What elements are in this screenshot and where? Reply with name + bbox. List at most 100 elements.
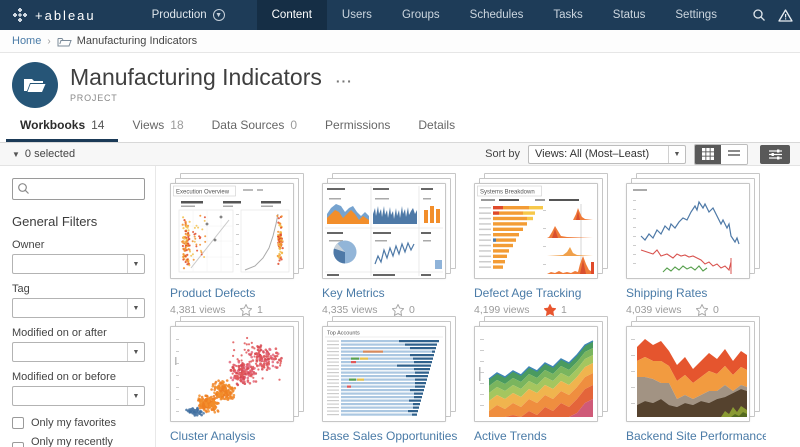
workbook-thumbnail[interactable] (474, 316, 608, 422)
filters-toggle-button[interactable] (760, 145, 790, 164)
search-icon (752, 8, 766, 22)
view-mode-toggle (694, 144, 748, 165)
list-view-button[interactable] (721, 145, 747, 164)
workbook-card-key-metrics: Key Metrics 4,335 views 0 (316, 171, 468, 314)
selected-count[interactable]: 0 selected (25, 148, 75, 160)
nav-right-cluster: Martin Rodriguez ▼ (778, 0, 800, 30)
project-type-label: PROJECT (70, 93, 353, 103)
nav-item-schedules[interactable]: Schedules (455, 0, 539, 30)
nav-search-button[interactable] (740, 0, 778, 30)
project-header: Manufacturing Indicators ··· PROJECT (0, 53, 800, 108)
owner-select[interactable]: ▼ (12, 254, 145, 274)
workbook-thumbnail[interactable] (170, 316, 304, 422)
site-switcher-label: Production (152, 9, 207, 21)
tableau-logo-text: +ableau (35, 8, 96, 23)
breadcrumb: Home › Manufacturing Indicators (0, 30, 800, 53)
search-icon (17, 182, 30, 200)
workbook-card-shipping-rates: Shipping Rates 4,039 views 0 (620, 171, 772, 314)
chevron-down-icon: ▼ (127, 343, 144, 361)
search-input[interactable] (12, 178, 145, 200)
chevron-down-icon: ▼ (127, 255, 144, 273)
sidebar-search (12, 178, 145, 200)
breadcrumb-home-link[interactable]: Home (12, 35, 41, 47)
filter-field-modified-after: Modified on or after ▼ (12, 327, 145, 362)
project-title-block: Manufacturing Indicators ··· PROJECT (70, 62, 353, 103)
workbook-card-backend-site-performance: Backend Site Performance 1,331 views 0 (620, 314, 772, 447)
workbook-card-active-trends: Active Trends 2,440 views 0 (468, 314, 620, 447)
grid-icon (702, 148, 714, 160)
tableau-logo[interactable]: +ableau (0, 0, 110, 30)
svg-text:Systems Breakdown: Systems Breakdown (480, 190, 535, 196)
content-tabs: Workbooks 14 Views 18 Data Sources 0 Permis… (0, 112, 800, 143)
workbook-thumbnail[interactable]: Execution Overview (170, 173, 304, 279)
chevron-down-icon: ▼ (668, 146, 685, 163)
workbook-title-link[interactable]: Active Trends (474, 429, 614, 443)
filter-field-modified-before: Modified on or before ▼ (12, 371, 145, 406)
nav-item-content[interactable]: Content (257, 0, 327, 30)
workbook-thumbnail[interactable]: Systems Breakdown (474, 173, 608, 279)
chevron-down-icon: ▼ (127, 299, 144, 317)
more-actions-button[interactable]: ··· (336, 67, 353, 89)
svg-text:Execution Overview: Execution Overview (176, 190, 230, 196)
tableau-logo-icon (12, 7, 28, 23)
alerts-button[interactable] (778, 9, 793, 22)
chevron-down-icon: ▼ (127, 387, 144, 405)
filter-field-tag: Tag ▼ (12, 283, 145, 318)
workbook-title-link[interactable]: Cluster Analysis (170, 429, 310, 443)
site-switcher-caret-icon: ▼ (213, 9, 225, 21)
workbook-thumbnail[interactable] (626, 173, 760, 279)
modified-after-select[interactable]: ▼ (12, 342, 145, 362)
breadcrumb-current: Manufacturing Indicators (57, 35, 197, 47)
nav-item-groups[interactable]: Groups (387, 0, 455, 30)
grid-view-button[interactable] (695, 145, 721, 164)
sort-select-value: Views: All (Most–Least) (529, 148, 668, 160)
modified-before-select[interactable]: ▼ (12, 386, 145, 406)
workbook-title-link[interactable]: Product Defects (170, 286, 310, 300)
nav-item-settings[interactable]: Settings (660, 0, 732, 30)
workbook-title-link[interactable]: Key Metrics (322, 286, 462, 300)
checkbox-only-my-favorites[interactable]: Only my favorites (12, 417, 145, 429)
tab-workbooks[interactable]: Workbooks 14 (6, 112, 118, 142)
workbook-thumbnail[interactable]: Top Accounts (322, 316, 456, 422)
checkbox-icon (12, 417, 24, 429)
breadcrumb-separator: › (47, 36, 50, 47)
tab-data-sources[interactable]: Data Sources 0 (198, 112, 311, 142)
site-switcher[interactable]: Production ▼ (134, 0, 243, 30)
workbook-title-link[interactable]: Shipping Rates (626, 286, 766, 300)
workbook-title-link[interactable]: Backend Site Performance (626, 429, 766, 443)
workbook-title-link[interactable]: Defect Age Tracking (474, 286, 614, 300)
nav-items: Content Users Groups Schedules Tasks Sta… (257, 0, 732, 30)
sliders-icon (769, 149, 782, 160)
nav-item-status[interactable]: Status (598, 0, 661, 30)
tag-select[interactable]: ▼ (12, 298, 145, 318)
workbook-card-product-defects: Execution Overview (164, 171, 316, 314)
workbook-title-link[interactable]: Base Sales Opportunities (322, 429, 462, 443)
nav-item-users[interactable]: Users (327, 0, 387, 30)
nav-item-tasks[interactable]: Tasks (538, 0, 597, 30)
workbook-grid: Execution Overview (156, 166, 800, 447)
filter-field-owner: Owner ▼ (12, 239, 145, 274)
project-avatar (12, 62, 58, 108)
folder-icon (57, 36, 72, 47)
checkbox-icon (12, 442, 24, 447)
folder-open-icon (23, 76, 47, 94)
tab-details[interactable]: Details (404, 112, 469, 142)
top-nav-bar: +ableau Production ▼ Content Users Group… (0, 0, 800, 30)
tab-views[interactable]: Views 18 (118, 112, 197, 142)
checkbox-only-my-recently-viewed[interactable]: Only my recently viewed (12, 436, 145, 447)
selection-caret-icon[interactable]: ▼ (12, 150, 20, 159)
sort-select[interactable]: Views: All (Most–Least) ▼ (528, 145, 686, 164)
tab-permissions[interactable]: Permissions (311, 112, 404, 142)
workbook-thumbnail[interactable] (626, 316, 760, 422)
main-content: General Filters Owner ▼ Tag ▼ Modified o… (0, 166, 800, 447)
sort-by-label: Sort by (485, 148, 520, 160)
tableau-server-app: +ableau Production ▼ Content Users Group… (0, 0, 800, 447)
workbook-card-defect-age-tracking: Systems Breakdown (468, 171, 620, 314)
list-icon (728, 149, 740, 159)
alert-triangle-icon (778, 9, 793, 22)
filters-sidebar: General Filters Owner ▼ Tag ▼ Modified o… (0, 166, 156, 447)
workbook-card-base-sales-opportunities: Top Accounts Base Sales Opportunities 3,… (316, 314, 468, 447)
list-toolbar: ▼ 0 selected Sort by Views: All (Most–Le… (0, 143, 800, 166)
filters-title: General Filters (12, 214, 145, 229)
workbook-thumbnail[interactable] (322, 173, 456, 279)
